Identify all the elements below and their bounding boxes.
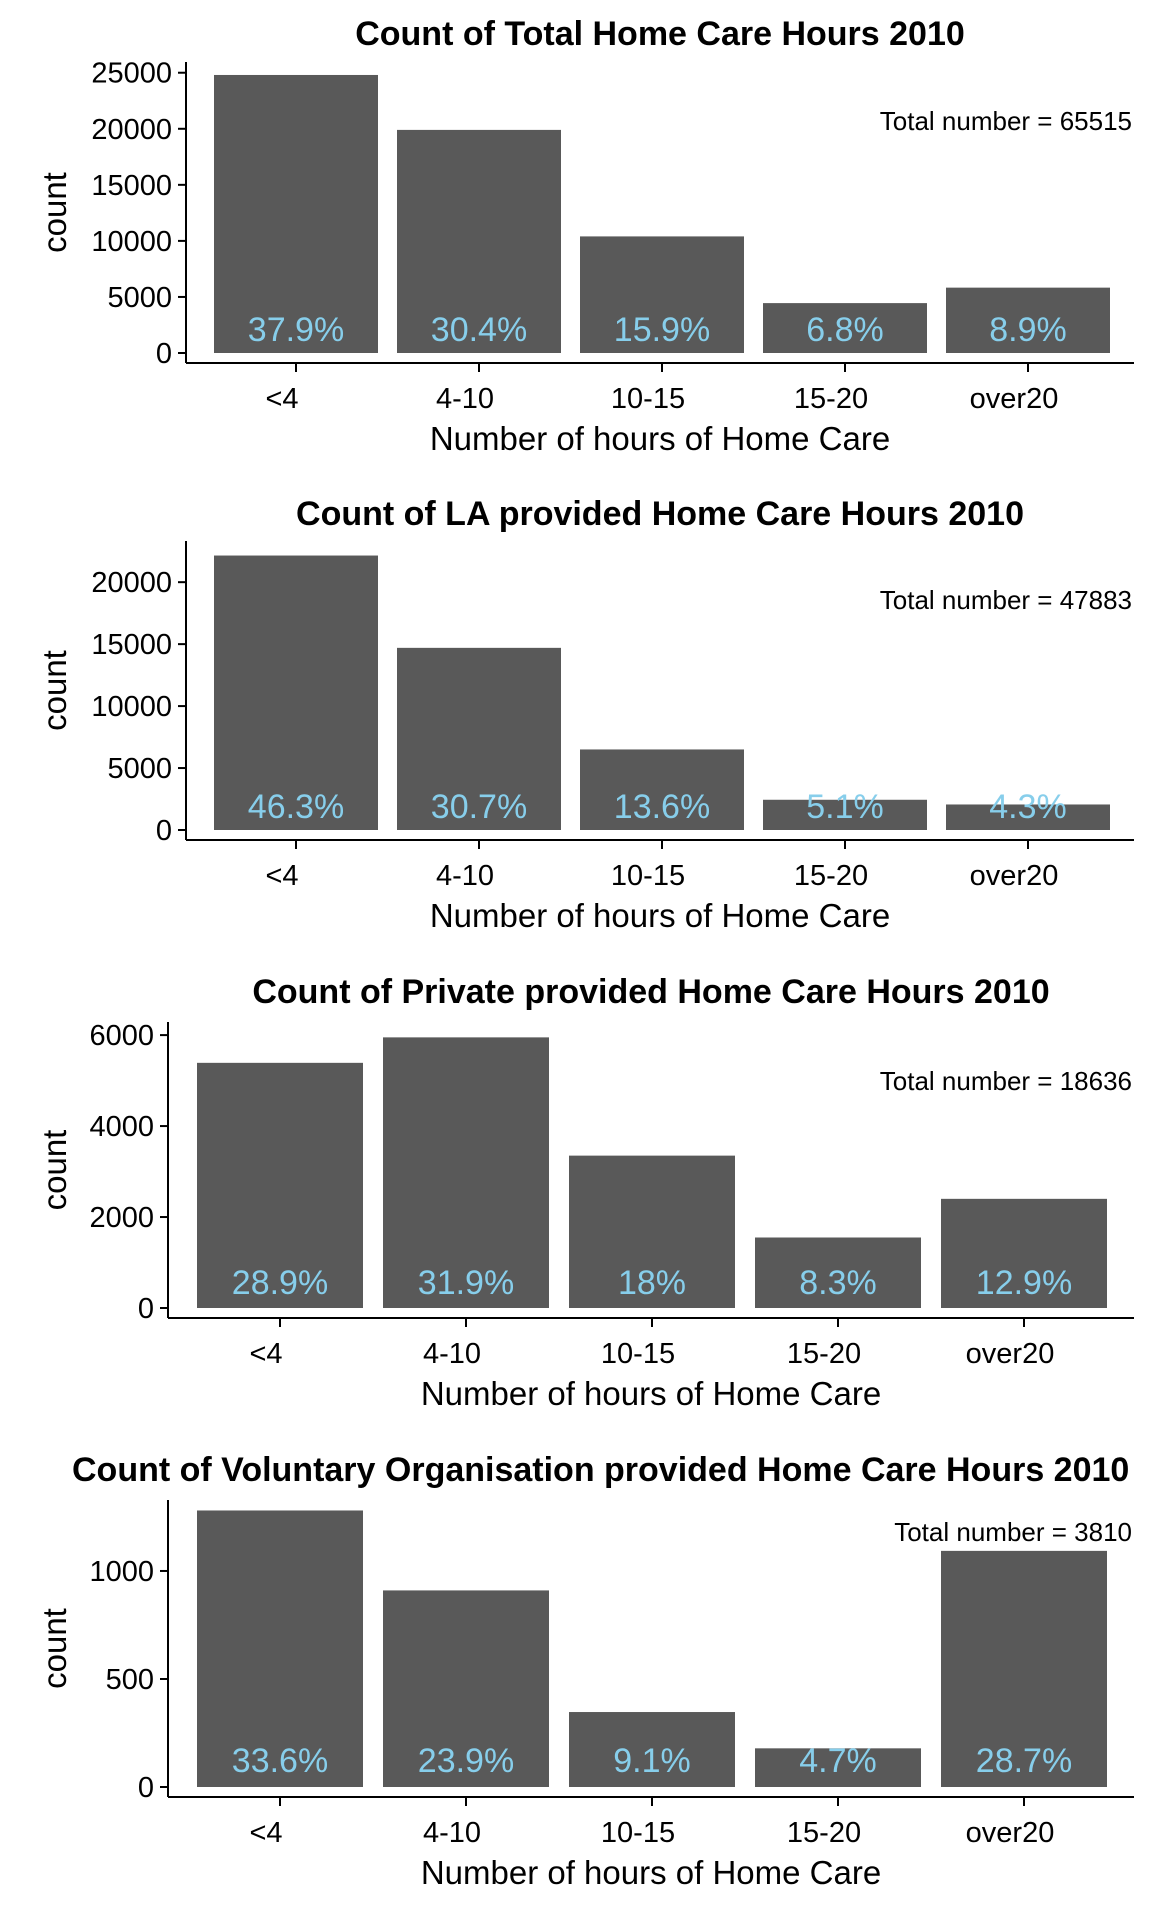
bar-1: [214, 74, 378, 353]
y-tick-label: 6000: [89, 1020, 154, 1052]
x-tick-label: 4-10: [436, 860, 494, 892]
y-tick-label: 0: [138, 1293, 154, 1325]
total-number-annotation: Total number = 3810: [894, 1517, 1132, 1547]
y-tick-label: 5000: [107, 753, 172, 785]
chart-title: Count of LA provided Home Care Hours 201…: [296, 495, 1024, 533]
x-tick-label: 15-20: [787, 1817, 861, 1849]
y-axis-title: count: [36, 172, 73, 253]
bar-1: [214, 555, 378, 830]
x-axis-title: Number of hours of Home Care: [421, 1854, 881, 1891]
chart-title: Count of Voluntary Organisation provided…: [72, 1451, 1129, 1489]
y-tick-label: 25000: [91, 58, 172, 90]
data-label-4: 5.1%: [806, 788, 884, 826]
total-number-annotation: Total number = 47883: [880, 585, 1132, 615]
data-label-5: 4.3%: [989, 788, 1067, 826]
y-tick-label: 4000: [89, 1111, 154, 1143]
total-number-annotation: Total number = 65515: [880, 106, 1132, 136]
data-label-5: 28.7%: [976, 1742, 1072, 1780]
data-label-2: 31.9%: [418, 1264, 514, 1302]
bar-4: [755, 1237, 921, 1308]
x-axis-title: Number of hours of Home Care: [421, 1375, 881, 1412]
y-tick-label: 15000: [91, 170, 172, 202]
x-tick-label: 15-20: [787, 1338, 861, 1370]
bar-4: [763, 303, 927, 353]
x-tick-label: <4: [265, 860, 298, 892]
data-label-1: 28.9%: [232, 1264, 328, 1302]
y-tick-label: 5000: [107, 282, 172, 314]
bar-2: [383, 1590, 549, 1787]
x-axis-title: Number of hours of Home Care: [430, 420, 890, 457]
data-label-3: 18%: [618, 1264, 686, 1302]
bar-5: [941, 1550, 1107, 1787]
y-tick-label: 10000: [91, 691, 172, 723]
y-tick-label: 1000: [89, 1556, 154, 1588]
x-tick-label: 10-15: [611, 383, 685, 415]
chart-title: Count of Total Home Care Hours 2010: [355, 15, 965, 53]
bar-4: [755, 1748, 921, 1787]
bar-4: [763, 799, 927, 830]
x-tick-label: over20: [970, 383, 1059, 415]
data-label-1: 46.3%: [248, 788, 344, 826]
data-label-1: 37.9%: [248, 311, 344, 349]
y-tick-label: 0: [156, 338, 172, 370]
bar-3: [569, 1712, 735, 1787]
y-tick-label: 0: [156, 815, 172, 847]
data-label-4: 8.3%: [799, 1264, 877, 1302]
y-tick-label: 20000: [91, 114, 172, 146]
total-number-annotation: Total number = 18636: [880, 1066, 1132, 1096]
data-label-2: 23.9%: [418, 1742, 514, 1780]
y-tick-label: 500: [106, 1664, 154, 1696]
y-tick-label: 2000: [89, 1202, 154, 1234]
x-tick-label: 4-10: [436, 383, 494, 415]
data-label-3: 13.6%: [614, 788, 710, 826]
bar-1: [197, 1062, 363, 1308]
y-tick-label: 15000: [91, 629, 172, 661]
data-label-2: 30.7%: [431, 788, 527, 826]
bar-5: [941, 1198, 1107, 1308]
y-axis-title: count: [36, 1608, 73, 1689]
y-tick-label: 0: [138, 1772, 154, 1804]
data-label-2: 30.4%: [431, 311, 527, 349]
data-label-3: 9.1%: [613, 1742, 691, 1780]
bar-5: [946, 287, 1110, 353]
bar-5: [946, 804, 1110, 830]
chart-panel-4: Count of Voluntary Organisation provided…: [36, 1451, 1134, 1891]
data-label-5: 8.9%: [989, 311, 1067, 349]
bar-2: [383, 1037, 549, 1308]
chart-panel-1: Count of Total Home Care Hours 2010 37.9%…: [36, 15, 1134, 457]
data-label-4: 4.7%: [799, 1742, 877, 1780]
x-tick-label: over20: [966, 1338, 1055, 1370]
x-tick-label: 10-15: [611, 860, 685, 892]
data-label-3: 15.9%: [614, 311, 710, 349]
data-label-4: 6.8%: [806, 311, 884, 349]
x-tick-label: 10-15: [601, 1817, 675, 1849]
data-label-1: 33.6%: [232, 1742, 328, 1780]
chart-title: Count of Private provided Home Care Hour…: [252, 973, 1049, 1011]
y-tick-label: 10000: [91, 226, 172, 258]
y-tick-label: 20000: [91, 567, 172, 599]
x-tick-label: over20: [966, 1817, 1055, 1849]
bar-2: [397, 129, 561, 353]
bar-1: [197, 1510, 363, 1787]
x-tick-label: 4-10: [423, 1817, 481, 1849]
x-axis-title: Number of hours of Home Care: [430, 897, 890, 934]
x-tick-label: <4: [249, 1817, 282, 1849]
bar-3: [569, 1155, 735, 1308]
chart-panel-2: Count of LA provided Home Care Hours 201…: [36, 495, 1134, 934]
x-tick-label: 10-15: [601, 1338, 675, 1370]
x-tick-label: 4-10: [423, 1338, 481, 1370]
x-tick-label: 15-20: [794, 860, 868, 892]
x-tick-label: over20: [970, 860, 1059, 892]
bar-3: [580, 236, 744, 353]
bar-2: [397, 647, 561, 830]
y-axis-title: count: [36, 650, 73, 731]
chart-panel-3: Count of Private provided Home Care Hour…: [36, 973, 1134, 1412]
x-tick-label: 15-20: [794, 383, 868, 415]
bar-3: [580, 749, 744, 830]
x-tick-label: <4: [265, 383, 298, 415]
y-axis-title: count: [36, 1130, 73, 1211]
x-tick-label: <4: [249, 1338, 282, 1370]
data-label-5: 12.9%: [976, 1264, 1072, 1302]
